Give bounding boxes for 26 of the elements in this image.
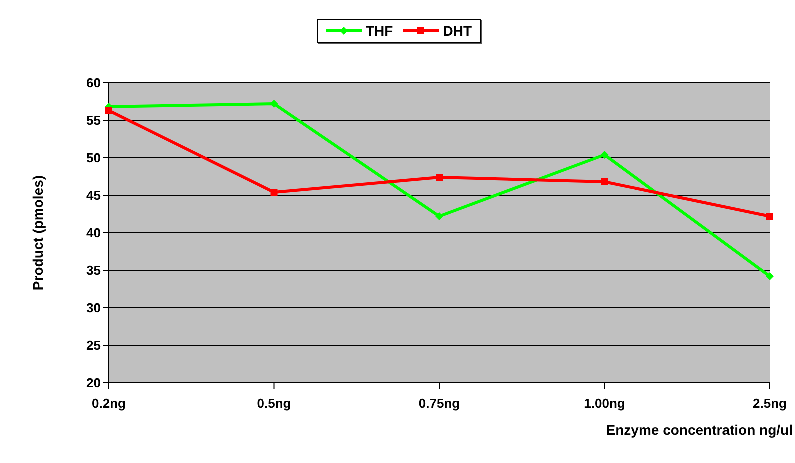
x-tick-label: 0.75ng (418, 396, 460, 412)
point (106, 107, 112, 114)
point (436, 174, 443, 181)
x-tick-label: 2.5ng (753, 396, 788, 412)
x-axis-title: Enzyme concentration ng/ul (606, 422, 793, 438)
point (766, 272, 774, 280)
point (600, 151, 609, 159)
y-tick-label: 20 (86, 376, 101, 391)
y-tick-label: 55 (86, 113, 101, 128)
legend-label: THF (365, 23, 394, 39)
point (436, 212, 444, 220)
x-tick-label: 0.5ng (257, 396, 292, 412)
y-tick-label: 60 (86, 76, 101, 91)
y-axis-title: Product (pmoles) (30, 175, 46, 291)
y-tick-label: 40 (86, 226, 101, 241)
point (766, 213, 774, 220)
point (601, 178, 608, 186)
legend-label: DHT (442, 23, 472, 39)
point (270, 189, 278, 196)
y-tick-label: 35 (86, 263, 101, 278)
y-tick-label: 50 (86, 150, 101, 166)
x-tick-label: 1.00ng (584, 396, 626, 412)
x-tick-label: 0.2ng (92, 396, 126, 412)
y-tick-label: 25 (86, 338, 101, 354)
y-tick-label: 45 (86, 188, 101, 204)
y-tick-label: 30 (86, 300, 101, 316)
